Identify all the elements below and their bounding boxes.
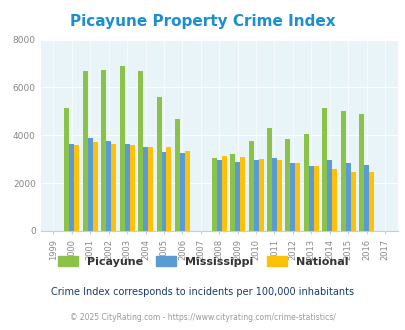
Bar xyxy=(166,147,171,231)
Bar xyxy=(83,71,87,231)
Bar xyxy=(211,158,216,231)
Bar xyxy=(239,157,245,231)
Bar xyxy=(138,71,143,231)
Bar xyxy=(143,147,148,231)
Bar xyxy=(179,153,184,231)
Text: Picayune Property Crime Index: Picayune Property Crime Index xyxy=(70,14,335,29)
Bar xyxy=(322,108,326,231)
Bar xyxy=(184,151,190,231)
Bar xyxy=(129,145,134,231)
Bar xyxy=(119,66,124,231)
Bar xyxy=(216,160,221,231)
Bar xyxy=(175,118,179,231)
Bar xyxy=(69,144,74,231)
Bar xyxy=(74,145,79,231)
Bar xyxy=(253,160,258,231)
Bar xyxy=(331,169,337,231)
Bar xyxy=(285,139,290,231)
Bar xyxy=(358,114,363,231)
Bar xyxy=(363,165,368,231)
Bar xyxy=(161,152,166,231)
Bar xyxy=(106,141,111,231)
Bar xyxy=(290,163,295,231)
Bar xyxy=(124,144,129,231)
Bar xyxy=(266,128,271,231)
Bar xyxy=(234,162,239,231)
Bar xyxy=(345,163,350,231)
Bar xyxy=(148,147,153,231)
Bar xyxy=(230,154,234,231)
Bar xyxy=(221,156,226,231)
Bar xyxy=(111,144,116,231)
Bar xyxy=(271,158,276,231)
Bar xyxy=(276,160,281,231)
Bar xyxy=(64,108,69,231)
Text: Crime Index corresponds to incidents per 100,000 inhabitants: Crime Index corresponds to incidents per… xyxy=(51,287,354,297)
Bar xyxy=(326,160,331,231)
Bar xyxy=(350,172,355,231)
Bar xyxy=(248,141,253,231)
Bar xyxy=(313,166,318,231)
Legend: Picayune, Mississippi, National: Picayune, Mississippi, National xyxy=(53,251,352,271)
Bar xyxy=(368,172,373,231)
Bar xyxy=(303,134,308,231)
Bar xyxy=(156,97,161,231)
Bar xyxy=(87,138,93,231)
Bar xyxy=(101,70,106,231)
Bar xyxy=(258,159,263,231)
Bar xyxy=(308,166,313,231)
Bar xyxy=(340,112,345,231)
Bar xyxy=(93,143,98,231)
Text: © 2025 CityRating.com - https://www.cityrating.com/crime-statistics/: © 2025 CityRating.com - https://www.city… xyxy=(70,313,335,322)
Bar xyxy=(295,163,300,231)
